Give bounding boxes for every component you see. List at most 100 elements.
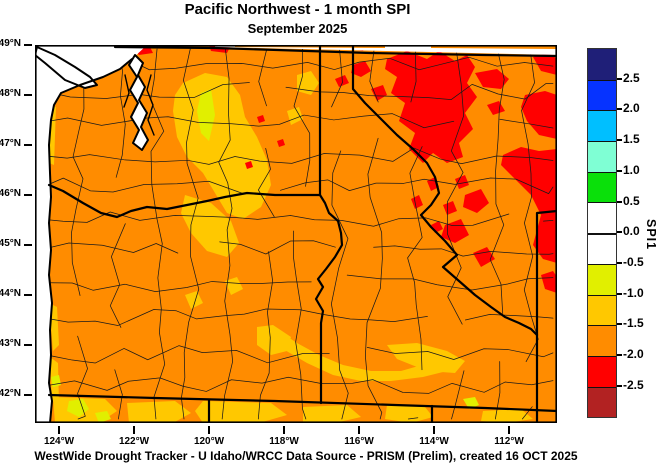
y-tick: [24, 144, 32, 146]
legend-segment: [588, 49, 616, 80]
red-patch: [351, 61, 371, 77]
border-layer: [47, 45, 557, 423]
red-patch: [441, 219, 469, 243]
gold-patch: [225, 277, 243, 295]
x-tick-label: 122°W: [118, 436, 150, 447]
yellow-patch: [67, 399, 89, 417]
x-tick-label: 120°W: [193, 436, 225, 447]
state-border: [47, 183, 322, 219]
gold-patch: [387, 343, 465, 373]
legend-tick-label: -1.0: [623, 285, 644, 300]
legend-tick-label: 0.0: [623, 224, 640, 239]
red-patch: [277, 139, 285, 147]
x-tick-label: 114°W: [419, 436, 449, 447]
plot-frame: [35, 45, 557, 423]
y-tick-label: 46°N: [0, 188, 21, 199]
red-patch: [475, 69, 509, 89]
legend-segment: [588, 355, 616, 387]
yellow-patch: [197, 89, 215, 141]
y-tick-label: 44°N: [0, 288, 21, 299]
coastline: [48, 58, 133, 423]
county-lines: [49, 48, 554, 420]
gold-patch: [185, 291, 203, 309]
legend-tick: [617, 323, 622, 326]
chart-title: Pacific Northwest - 1 month SPI: [184, 1, 411, 18]
y-tick: [24, 344, 32, 346]
legend-segment: [588, 110, 616, 142]
legend-tick-label: -1.5: [623, 316, 644, 331]
x-tick-label: 118°W: [269, 436, 299, 447]
red-patch: [385, 51, 477, 163]
legend-tick: [617, 384, 622, 387]
gold-patch: [181, 195, 239, 257]
gold-patch: [127, 401, 191, 423]
legend-tick: [617, 139, 622, 142]
red-patch: [371, 85, 387, 101]
legend-segment: [588, 386, 616, 418]
legend-segment: [588, 141, 616, 172]
legend-tick: [617, 354, 622, 356]
legend-tick-label: 1.0: [623, 162, 640, 177]
red-patch: [541, 271, 557, 293]
y-tick: [24, 94, 32, 96]
x-tick: [208, 426, 210, 434]
legend-tick: [617, 77, 622, 80]
shoreline-detail: [123, 74, 130, 108]
vancouver-island: [35, 46, 98, 89]
legend-tick-label: 2.0: [623, 101, 640, 116]
legend-tick: [617, 231, 622, 234]
gold-patch: [195, 401, 287, 423]
y-tick: [24, 244, 32, 246]
x-tick: [58, 426, 60, 434]
y-tick: [24, 194, 32, 196]
y-tick-label: 43°N: [0, 338, 21, 349]
map-canvas: [35, 45, 557, 423]
red-patch: [245, 161, 253, 169]
red-patch: [473, 247, 495, 267]
shoreline-detail: [146, 74, 155, 136]
y-tick: [24, 44, 32, 46]
legend-segment: [588, 79, 616, 111]
y-tick-label: 47°N: [0, 138, 21, 149]
red-patch: [411, 195, 423, 209]
legend-tick-label: -0.5: [623, 254, 644, 269]
gold-patch: [257, 325, 291, 355]
legend-tick: [617, 200, 622, 203]
x-tick-label: 124°W: [43, 436, 75, 447]
gold-patch: [385, 405, 433, 423]
state-border: [314, 193, 344, 405]
red-patch: [257, 115, 265, 123]
legend-tick-label: 0.5: [623, 193, 640, 208]
legend-axis-title: SPI1: [644, 219, 658, 251]
y-tick-label: 42°N: [0, 388, 21, 399]
legend-tick-label: 1.5: [623, 132, 640, 147]
x-tick: [283, 426, 285, 434]
legend-tick: [617, 108, 622, 111]
x-tick-label: 116°W: [344, 436, 374, 447]
x-tick: [133, 426, 135, 434]
gold-patch: [287, 107, 303, 125]
red-patch: [533, 53, 557, 75]
legend-tick-label: -2.0: [623, 347, 644, 361]
legend-tick-label: 2.5: [623, 70, 640, 85]
x-tick-label: 112°W: [494, 436, 524, 447]
y-tick-label: 45°N: [0, 238, 21, 249]
legend-tick-label: -2.5: [623, 377, 644, 392]
legend-segment: [588, 325, 616, 356]
legend-tick: [617, 169, 622, 172]
red-patch: [455, 175, 469, 189]
legend-colorbar: [587, 48, 617, 419]
legend-segment: [588, 171, 616, 203]
red-patch: [501, 147, 557, 263]
y-tick: [24, 294, 32, 296]
state-border: [351, 45, 539, 337]
x-tick: [508, 426, 510, 434]
state-border: [47, 393, 557, 413]
state-border: [535, 209, 557, 337]
red-patch: [463, 189, 489, 213]
legend-tick: [617, 292, 622, 295]
gold-patch: [481, 409, 533, 423]
x-tick: [433, 426, 435, 434]
gold-patch: [303, 405, 361, 423]
yellow-patch: [95, 411, 111, 423]
